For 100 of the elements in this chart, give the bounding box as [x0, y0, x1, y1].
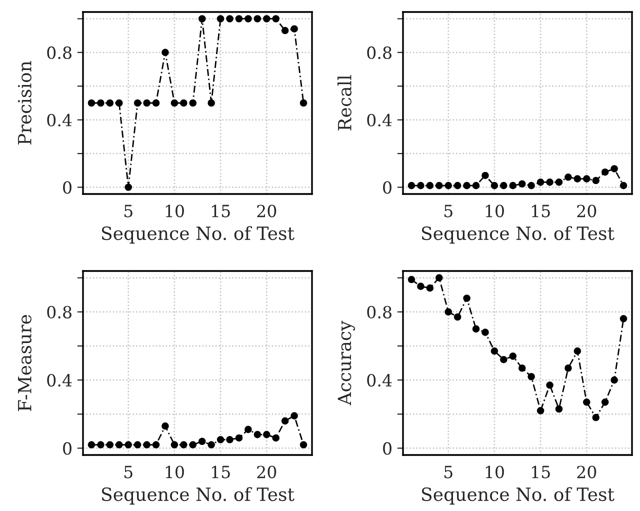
- point: [88, 441, 96, 448]
- y-tick-label: 0.8: [47, 46, 72, 60]
- point: [472, 182, 480, 190]
- point: [564, 174, 572, 181]
- point: [555, 178, 563, 186]
- x-tick-label: 20: [577, 466, 596, 478]
- point: [180, 441, 188, 448]
- point: [555, 405, 563, 413]
- y-tick-label: 0.4: [367, 114, 392, 126]
- point: [509, 352, 517, 360]
- point: [472, 325, 480, 333]
- point: [134, 99, 142, 107]
- y-axis-title: Accuracy: [338, 320, 355, 406]
- x-axis-title: Sequence No. of Test: [102, 226, 294, 244]
- point: [592, 414, 600, 422]
- point: [435, 182, 443, 190]
- x-tick-label: 5: [444, 466, 452, 478]
- point: [536, 407, 544, 414]
- x-axis-title: Sequence No. of Test: [422, 487, 614, 505]
- point: [536, 178, 544, 186]
- point: [490, 182, 498, 190]
- point: [610, 165, 618, 172]
- point: [518, 364, 526, 372]
- x-tick-label: 10: [166, 466, 184, 478]
- point: [509, 182, 517, 190]
- y-axis-title: Precision: [18, 61, 32, 144]
- point: [115, 441, 123, 448]
- y-tick-label: 0.4: [47, 114, 72, 126]
- point: [610, 376, 618, 384]
- point: [518, 180, 526, 188]
- x-tick-label: 15: [532, 466, 550, 478]
- point: [435, 274, 443, 282]
- point: [180, 99, 188, 107]
- point: [426, 284, 434, 292]
- y-axis-title: Recall: [337, 75, 352, 130]
- point: [281, 417, 289, 425]
- x-axis-title: Sequence No. of Test: [102, 487, 294, 505]
- y-tick-label: 0.8: [47, 306, 72, 318]
- point: [300, 99, 308, 107]
- x-tick-label: 20: [257, 204, 276, 218]
- x-tick-label: 15: [532, 204, 550, 218]
- point: [290, 25, 298, 32]
- point: [574, 175, 582, 182]
- point: [216, 15, 224, 22]
- x-axis-title: Sequence No. of Test: [422, 226, 614, 244]
- x-tick-label: 10: [486, 204, 504, 218]
- x-tick-label: 10: [486, 466, 504, 478]
- y-tick-label: 0: [63, 442, 72, 455]
- point: [97, 441, 104, 448]
- point: [426, 182, 434, 190]
- point: [170, 441, 178, 448]
- point: [408, 182, 416, 190]
- point: [189, 441, 197, 448]
- point: [208, 99, 215, 107]
- point: [463, 294, 470, 302]
- x-tick-label: 5: [444, 204, 452, 218]
- point: [235, 15, 243, 22]
- point: [226, 15, 234, 22]
- point: [620, 182, 628, 190]
- point: [281, 26, 289, 34]
- point: [254, 15, 262, 22]
- point: [454, 182, 462, 190]
- point: [226, 436, 234, 444]
- point: [162, 48, 169, 56]
- y-tick-label: 0: [383, 181, 392, 194]
- point: [417, 182, 424, 190]
- point: [272, 434, 280, 442]
- point: [235, 434, 243, 442]
- point: [97, 99, 104, 107]
- point: [546, 178, 554, 186]
- point: [454, 313, 462, 321]
- x-tick-label: 20: [577, 204, 596, 218]
- point: [583, 398, 590, 406]
- point: [143, 99, 150, 107]
- y-tick-label: 0: [63, 181, 72, 194]
- point: [198, 15, 206, 22]
- y-tick-label: 0.8: [367, 46, 392, 60]
- point: [500, 182, 508, 190]
- point: [300, 441, 308, 448]
- point: [124, 441, 132, 448]
- point: [408, 276, 416, 284]
- point: [444, 182, 452, 190]
- point: [500, 356, 508, 364]
- point: [601, 398, 609, 406]
- point: [170, 99, 178, 107]
- point: [546, 382, 554, 389]
- point: [444, 308, 452, 316]
- point: [115, 99, 123, 107]
- point: [583, 175, 590, 182]
- point: [106, 441, 114, 448]
- point: [601, 168, 609, 176]
- point: [290, 412, 298, 420]
- point: [198, 438, 206, 446]
- point: [134, 441, 142, 448]
- point: [463, 182, 470, 190]
- point: [152, 441, 160, 448]
- x-tick-label: 15: [212, 466, 230, 478]
- point: [254, 430, 262, 438]
- point: [620, 315, 628, 322]
- point: [244, 426, 252, 434]
